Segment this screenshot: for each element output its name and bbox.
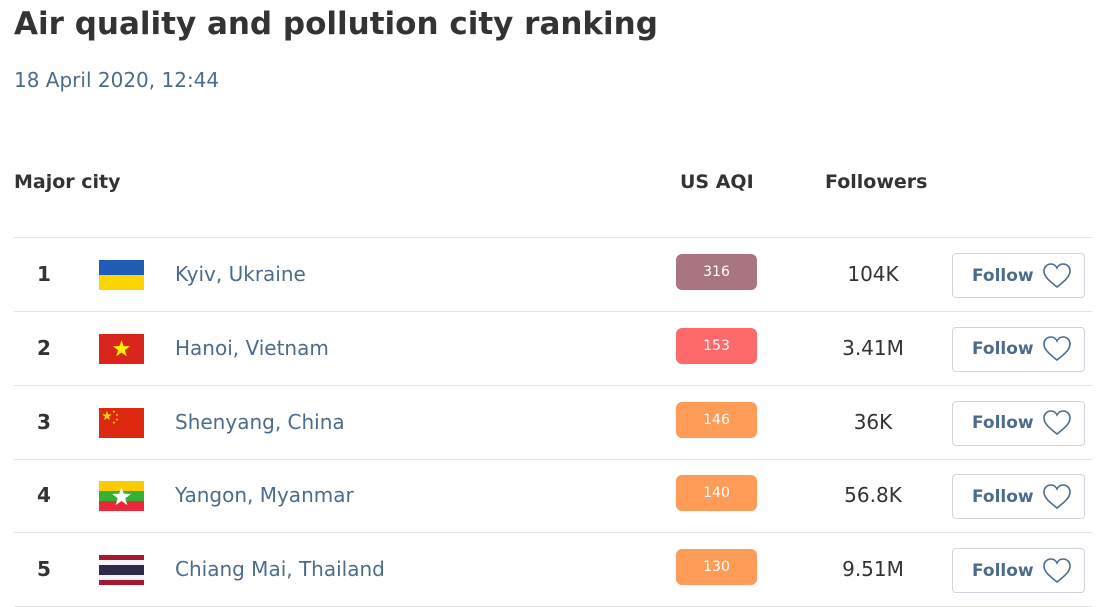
followers: 9.51M xyxy=(842,557,904,582)
aqi-badge: 146 xyxy=(676,401,757,438)
follow-label: Follow xyxy=(972,486,1034,507)
flag xyxy=(99,555,144,586)
divider xyxy=(14,459,1092,460)
rank: 3 xyxy=(37,409,51,434)
column-header: Major city xyxy=(14,171,121,193)
flag xyxy=(99,333,144,364)
followers: 3.41M xyxy=(842,335,904,360)
follow-button[interactable]: Follow xyxy=(952,326,1085,372)
divider xyxy=(14,311,1092,312)
date: 18 April 2020, 12:44 xyxy=(14,68,220,92)
city-link[interactable]: Chiang Mai, Thailand xyxy=(175,557,385,582)
heart-icon xyxy=(1043,336,1071,362)
aqi-badge: 140 xyxy=(676,475,757,512)
followers: 56.8K xyxy=(844,483,902,508)
aqi-badge: 153 xyxy=(676,327,757,364)
rank: 2 xyxy=(37,335,51,360)
flag-image xyxy=(99,407,144,438)
flag-image xyxy=(99,481,144,512)
flag-image xyxy=(99,333,144,364)
aqi-badge: 130 xyxy=(676,549,757,586)
aqi-badge: 316 xyxy=(676,254,757,290)
city-link[interactable]: Yangon, Myanmar xyxy=(175,483,354,508)
follow-button[interactable]: Follow xyxy=(952,474,1085,520)
flag xyxy=(99,260,144,290)
flag-image xyxy=(99,555,144,586)
rank: 1 xyxy=(37,262,51,286)
followers: 36K xyxy=(853,409,893,434)
heart-icon xyxy=(1043,557,1071,583)
flag xyxy=(99,407,144,438)
heart-icon xyxy=(1043,262,1071,288)
city-link[interactable]: Hanoi, Vietnam xyxy=(175,335,329,360)
divider xyxy=(14,237,1092,238)
city-link[interactable]: Kyiv, Ukraine xyxy=(175,262,306,286)
follow-label: Follow xyxy=(972,339,1034,360)
flag-image xyxy=(99,260,144,290)
rank: 4 xyxy=(37,483,51,508)
heart-icon xyxy=(1043,410,1071,436)
page-title: Air quality and pollution city ranking xyxy=(14,6,658,42)
follow-label: Follow xyxy=(972,560,1034,581)
follow-label: Follow xyxy=(972,265,1034,286)
followers: 104K xyxy=(847,262,899,286)
divider xyxy=(14,532,1092,533)
follow-label: Follow xyxy=(972,413,1034,434)
city-link[interactable]: Shenyang, China xyxy=(175,409,345,434)
follow-button[interactable]: Follow xyxy=(952,400,1085,446)
heart-icon xyxy=(1043,484,1071,509)
follow-button[interactable]: Follow xyxy=(952,253,1085,298)
follow-button[interactable]: Follow xyxy=(952,548,1085,594)
column-header: Followers xyxy=(825,171,928,193)
flag xyxy=(99,481,144,512)
column-header: US AQI xyxy=(680,171,754,193)
rank: 5 xyxy=(37,557,51,582)
divider xyxy=(14,385,1092,386)
